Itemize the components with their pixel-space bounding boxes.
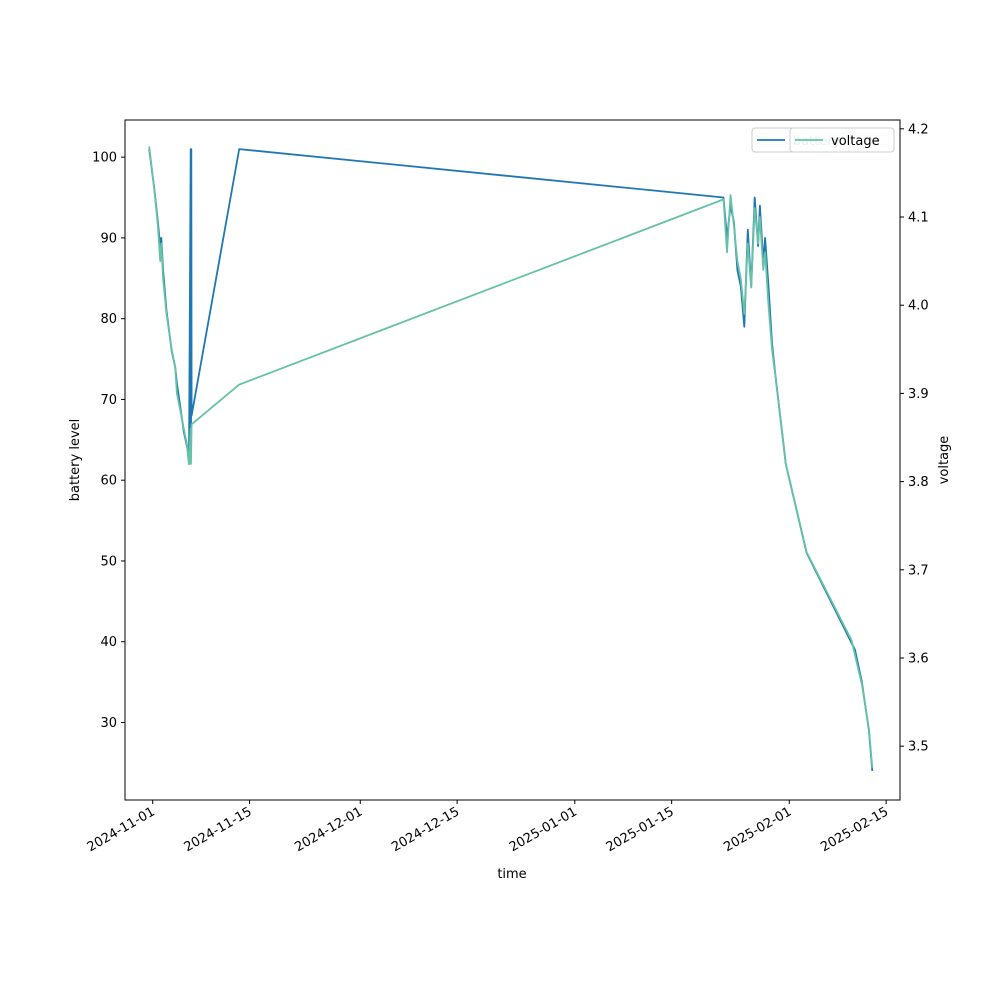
legend-box: [789, 127, 895, 153]
series-layer: [148, 146, 874, 771]
y-right-tick-label: 3.7: [908, 563, 929, 578]
y-left-tick-label: 100: [92, 151, 117, 166]
plot-frame: [124, 119, 901, 801]
legend-label: voltage: [831, 134, 880, 149]
plot-area: [125, 120, 900, 800]
y-left-tick-label: 90: [100, 231, 117, 246]
x-axis-label: time: [497, 867, 526, 882]
y-left-tick-label: 80: [100, 312, 117, 327]
y-axis-left: 30 40 50 60 70 80 90 100: [92, 151, 125, 731]
y-right-tick-label: 3.6: [908, 652, 929, 667]
y-right-tick-label: 4.0: [908, 299, 929, 314]
legend: batteryvoltage: [751, 127, 895, 153]
y-axis-left-label: battery level: [68, 419, 83, 502]
y-axis-right: 3.5 3.6 3.7 3.8 3.9 4.0 4.1 4.2: [900, 122, 929, 755]
y-axis-right-label: voltage: [937, 436, 952, 485]
y-left-tick-label: 30: [100, 716, 117, 731]
y-right-tick-label: 4.2: [908, 122, 929, 137]
y-left-tick-label: 50: [100, 554, 117, 569]
y-left-tick-label: 40: [100, 635, 117, 650]
y-right-tick-label: 3.9: [908, 387, 929, 402]
y-left-tick-label: 70: [100, 393, 117, 408]
y-right-tick-label: 3.8: [908, 475, 929, 490]
y-left-tick-label: 60: [100, 474, 117, 489]
y-right-tick-label: 3.5: [908, 740, 929, 755]
series-line-voltage: [148, 146, 874, 769]
y-right-tick-label: 4.1: [908, 211, 929, 226]
